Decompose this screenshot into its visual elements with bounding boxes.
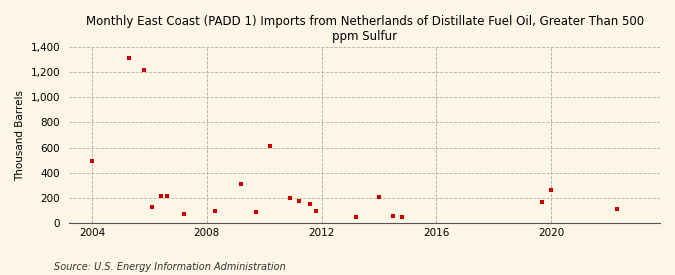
Title: Monthly East Coast (PADD 1) Imports from Netherlands of Distillate Fuel Oil, Gre: Monthly East Coast (PADD 1) Imports from… bbox=[86, 15, 644, 43]
Y-axis label: Thousand Barrels: Thousand Barrels bbox=[15, 90, 25, 181]
Text: Source: U.S. Energy Information Administration: Source: U.S. Energy Information Administ… bbox=[54, 262, 286, 272]
